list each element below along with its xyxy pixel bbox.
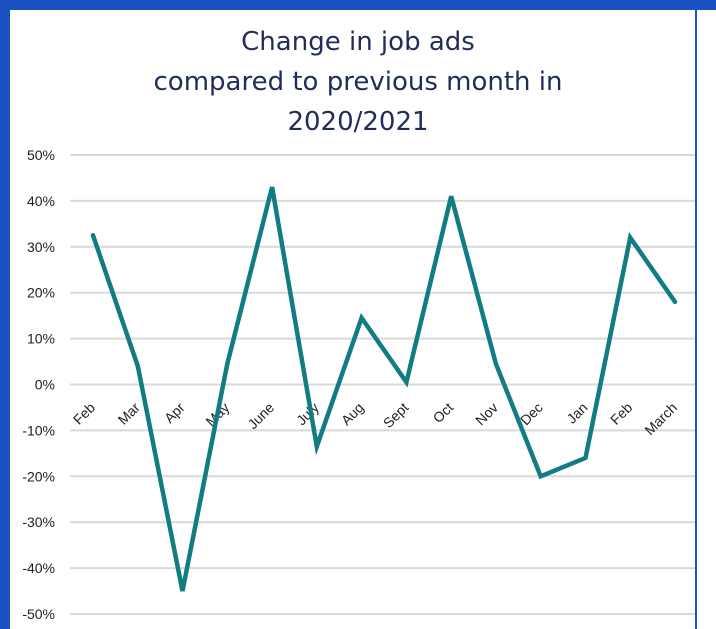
y-axis-ticks: 50% 40% 30% 20% 10% 0% -10% -20% -30% -40% -50% — [22, 147, 55, 622]
x-tick-label: March — [641, 399, 680, 438]
chart-title: Change in job ads compared to previous m… — [0, 22, 716, 142]
y-tick-label: -10% — [22, 422, 55, 438]
x-tick-label: Sept — [380, 399, 412, 431]
gridlines — [70, 154, 695, 615]
x-tick-label: Jan — [563, 399, 590, 426]
title-line-2: compared to previous month in — [153, 67, 563, 97]
series — [90, 186, 678, 592]
y-tick-label: 50% — [27, 147, 55, 163]
x-tick-label: Oct — [430, 399, 457, 426]
title-line-1: Change in job ads — [241, 27, 475, 57]
title-line-3: 2020/2021 — [287, 107, 429, 137]
x-tick-label: Aug — [338, 399, 367, 428]
x-tick-label: Feb — [607, 399, 636, 428]
y-tick-label: -30% — [22, 514, 55, 530]
y-tick-label: 20% — [27, 285, 55, 301]
y-tick-label: -50% — [22, 606, 55, 622]
x-tick-label: Mar — [115, 399, 144, 428]
y-tick-label: 10% — [27, 331, 55, 347]
y-tick-label: 30% — [27, 239, 55, 255]
y-tick-label: -20% — [22, 468, 55, 484]
window-edge — [695, 10, 716, 629]
y-tick-label: -40% — [22, 560, 55, 576]
y-tick-label: 0% — [35, 377, 55, 393]
y-tick-label: 40% — [27, 193, 55, 209]
x-tick-label: Apr — [161, 399, 188, 426]
series-line — [90, 186, 678, 592]
x-tick-label: Nov — [472, 399, 501, 428]
x-tick-label: June — [244, 399, 277, 432]
x-tick-label: Feb — [70, 399, 99, 428]
